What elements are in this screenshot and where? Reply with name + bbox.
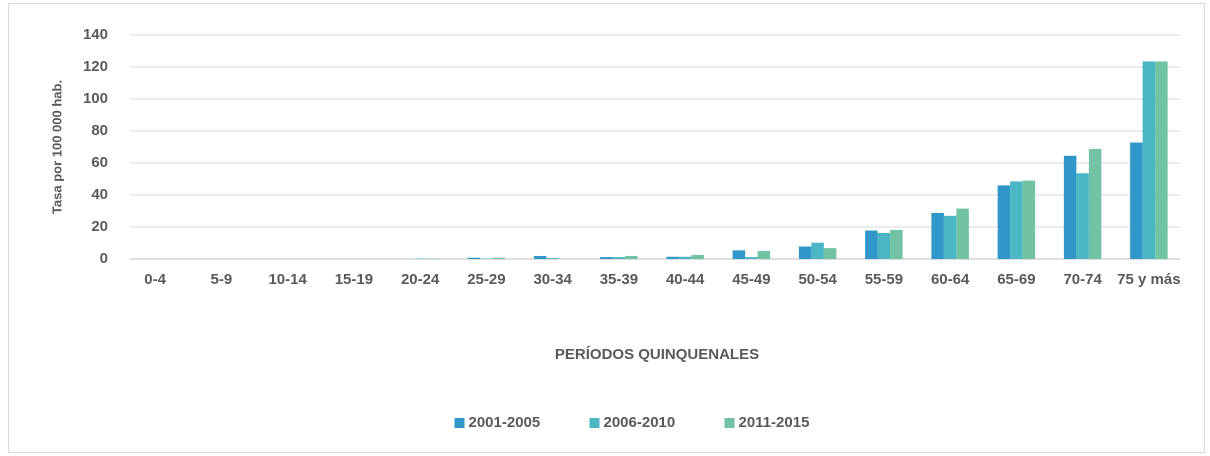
x-tick-label: 50-54: [798, 271, 837, 288]
x-tick-label-box: 55-59: [864, 271, 904, 288]
x-tick-label-box: 40-44: [665, 271, 705, 288]
legend-swatch: [724, 418, 735, 428]
bar: [1076, 173, 1089, 259]
x-tick-label: 0-4: [144, 271, 166, 288]
bar: [890, 229, 903, 259]
bar: [678, 256, 692, 259]
x-tick-label-box: 0-4: [144, 271, 166, 288]
x-tick-label: 45-49: [732, 271, 771, 288]
x-tick-label-box: 60-64: [930, 271, 970, 288]
legend-label: 2011-2015: [739, 414, 810, 431]
y-tick-label: 80: [91, 122, 108, 139]
x-tick-label: 40-44: [665, 271, 705, 288]
x-tick-label: 55-59: [864, 271, 904, 288]
y-tick-label: 20: [91, 218, 108, 235]
bar: [492, 257, 506, 259]
bar: [1022, 180, 1036, 259]
x-tick-label: 20-24: [400, 271, 440, 288]
x-tick-label: 25-29: [467, 271, 506, 288]
legend-label: 2006-2010: [604, 414, 676, 431]
x-tick-label: 70-74: [1063, 271, 1102, 288]
y-tick-label: 140: [83, 26, 108, 43]
x-tick-label-box: 10-14: [268, 271, 307, 288]
bar: [931, 212, 944, 259]
legend-label: 2001-2005: [469, 414, 541, 431]
legend-swatch: [454, 418, 465, 428]
x-tick-label: 75 y más: [1117, 271, 1181, 288]
x-tick-label-box: 65-69: [997, 271, 1036, 288]
x-tick-label-box: 15-19: [334, 271, 374, 288]
bar: [600, 257, 613, 259]
bar: [467, 257, 481, 259]
x-tick-label-box: 20-24: [400, 271, 440, 288]
x-tick-label: 10-14: [268, 271, 307, 288]
x-tick-label: 15-19: [334, 271, 374, 288]
bar: [691, 255, 704, 259]
bar: [732, 250, 746, 259]
bar: [625, 255, 638, 259]
x-tick-label-box: 50-54: [798, 271, 837, 288]
x-tick-label: 30-34: [533, 271, 572, 288]
bar: [798, 246, 812, 259]
x-axis-title: PERÍODOS QUINQUENALES: [555, 346, 759, 363]
bar: [997, 185, 1011, 259]
bar: [823, 248, 837, 259]
x-tick-label-box: 75 y más: [1117, 271, 1181, 288]
y-tick-label: 100: [83, 90, 108, 107]
x-tick-label: 60-64: [930, 271, 970, 288]
x-tick-label-box: 25-29: [467, 271, 506, 288]
bar: [956, 208, 969, 259]
bar: [1088, 148, 1102, 259]
bar: [865, 230, 878, 259]
bar: [1010, 181, 1023, 259]
y-tick-label: 0: [100, 250, 108, 267]
y-axis-title: Tasa por 100 000 hab.: [49, 80, 64, 214]
bar: [877, 232, 891, 259]
legend-swatch: [589, 418, 600, 428]
bar: [757, 251, 771, 259]
bar: [1155, 61, 1168, 260]
x-tick-label-box: 70-74: [1063, 271, 1102, 288]
bar: [533, 255, 547, 259]
bar: [666, 256, 679, 259]
x-tick-label: 5-9: [210, 271, 233, 288]
x-tick-label-box: 45-49: [732, 271, 771, 288]
y-tick-label: 40: [91, 186, 108, 203]
x-tick-label: 35-39: [599, 271, 639, 288]
bar: [1130, 142, 1143, 259]
y-tick-label: 60: [91, 154, 108, 171]
bar: [943, 215, 957, 259]
bar: [1142, 61, 1156, 260]
x-tick-label-box: 30-34: [533, 271, 572, 288]
x-tick-label-box: 35-39: [599, 271, 639, 288]
bar: [811, 242, 824, 259]
x-tick-label-box: 5-9: [210, 271, 233, 288]
bar: [1063, 155, 1077, 259]
bar: [745, 257, 758, 259]
x-tick-label: 65-69: [997, 271, 1036, 288]
y-tick-label: 120: [83, 58, 108, 75]
bar: [612, 257, 626, 259]
bar: [546, 258, 559, 259]
